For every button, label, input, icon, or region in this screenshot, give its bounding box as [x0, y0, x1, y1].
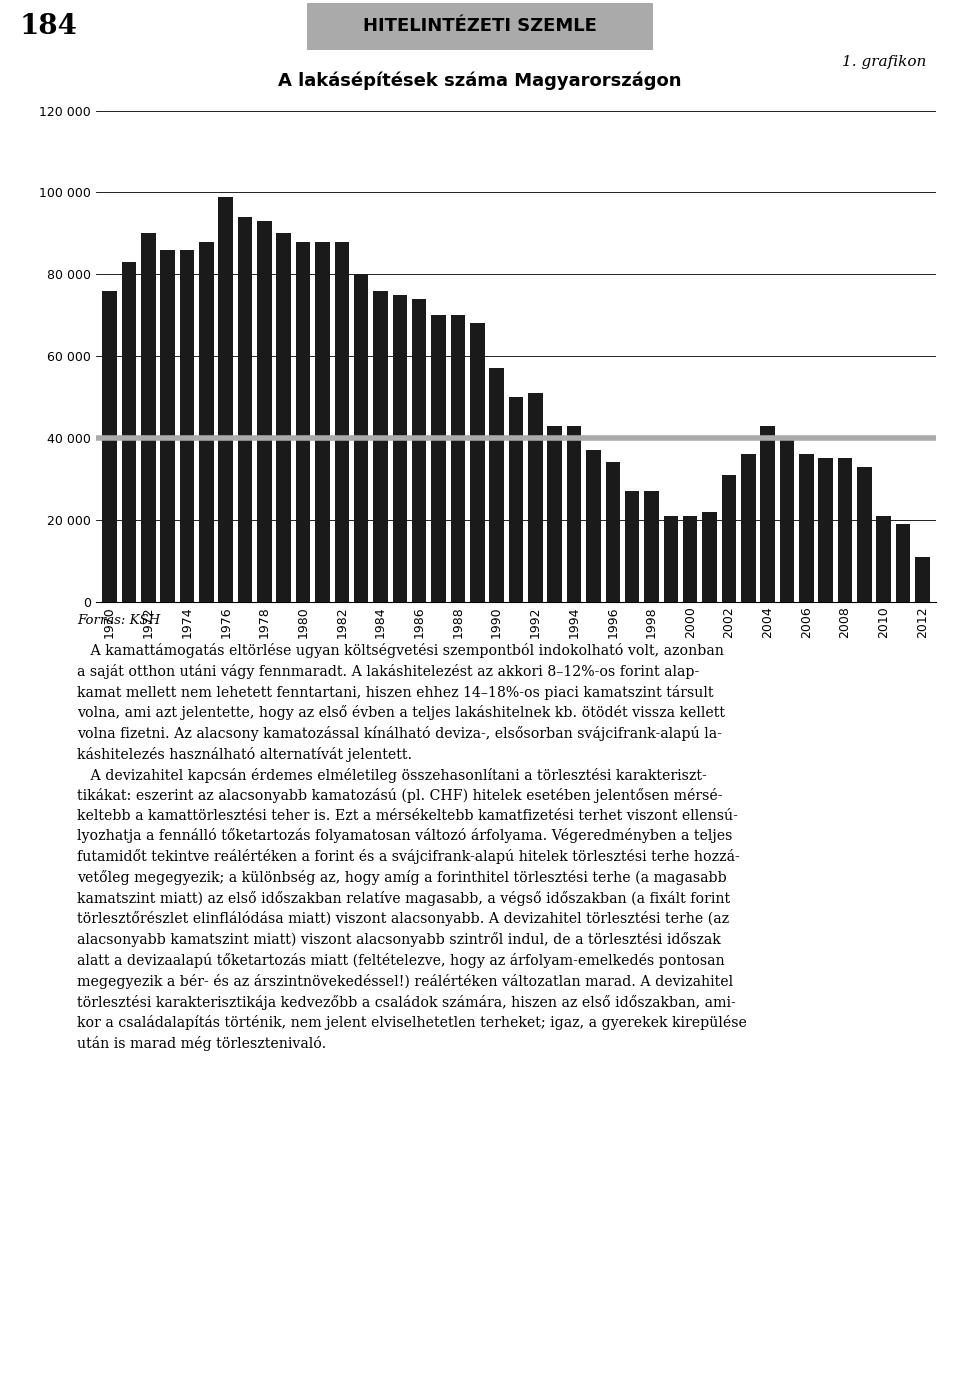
Bar [296, 242, 310, 602]
Bar [412, 299, 426, 602]
Bar [315, 242, 329, 602]
Bar [393, 295, 407, 602]
Bar [219, 196, 233, 602]
Bar [103, 290, 117, 602]
Bar [703, 512, 717, 602]
Bar [470, 324, 485, 602]
Bar [141, 234, 156, 602]
Text: 184: 184 [19, 12, 77, 40]
Text: A lakásépítések száma Magyarországon: A lakásépítések száma Magyarországon [278, 72, 682, 90]
Bar [587, 451, 601, 602]
Bar [625, 491, 639, 602]
Bar [528, 393, 542, 602]
Bar [819, 458, 833, 602]
Bar [450, 315, 466, 602]
Bar [838, 458, 852, 602]
Bar [663, 516, 678, 602]
FancyBboxPatch shape [307, 3, 653, 50]
Bar [199, 242, 213, 602]
Bar [644, 491, 659, 602]
Text: A kamattámogatás eltörlése ugyan költségvetési szempontból indokolható volt, azo: A kamattámogatás eltörlése ugyan költség… [77, 643, 747, 1051]
Bar [180, 250, 194, 602]
Bar [780, 438, 794, 602]
Bar [122, 261, 136, 602]
Bar [606, 462, 620, 602]
Bar [431, 315, 445, 602]
Bar [741, 454, 756, 602]
Bar [160, 250, 175, 602]
Text: 1. grafikon: 1. grafikon [842, 55, 926, 69]
Bar [683, 516, 698, 602]
Bar [857, 466, 872, 602]
Bar [334, 242, 349, 602]
Bar [490, 368, 504, 602]
Bar [566, 426, 582, 602]
Bar [354, 274, 369, 602]
Text: HITELINTÉZETI SZEMLE: HITELINTÉZETI SZEMLE [363, 17, 597, 36]
Bar [799, 454, 813, 602]
Bar [257, 221, 272, 602]
Bar [276, 234, 291, 602]
Bar [373, 290, 388, 602]
Bar [509, 397, 523, 602]
Bar [896, 524, 910, 602]
Bar [760, 426, 775, 602]
Bar [238, 217, 252, 602]
Bar [876, 516, 891, 602]
Bar [547, 426, 562, 602]
Bar [915, 556, 929, 602]
Text: Forrás: KSH: Forrás: KSH [77, 614, 160, 626]
Bar [722, 474, 736, 602]
